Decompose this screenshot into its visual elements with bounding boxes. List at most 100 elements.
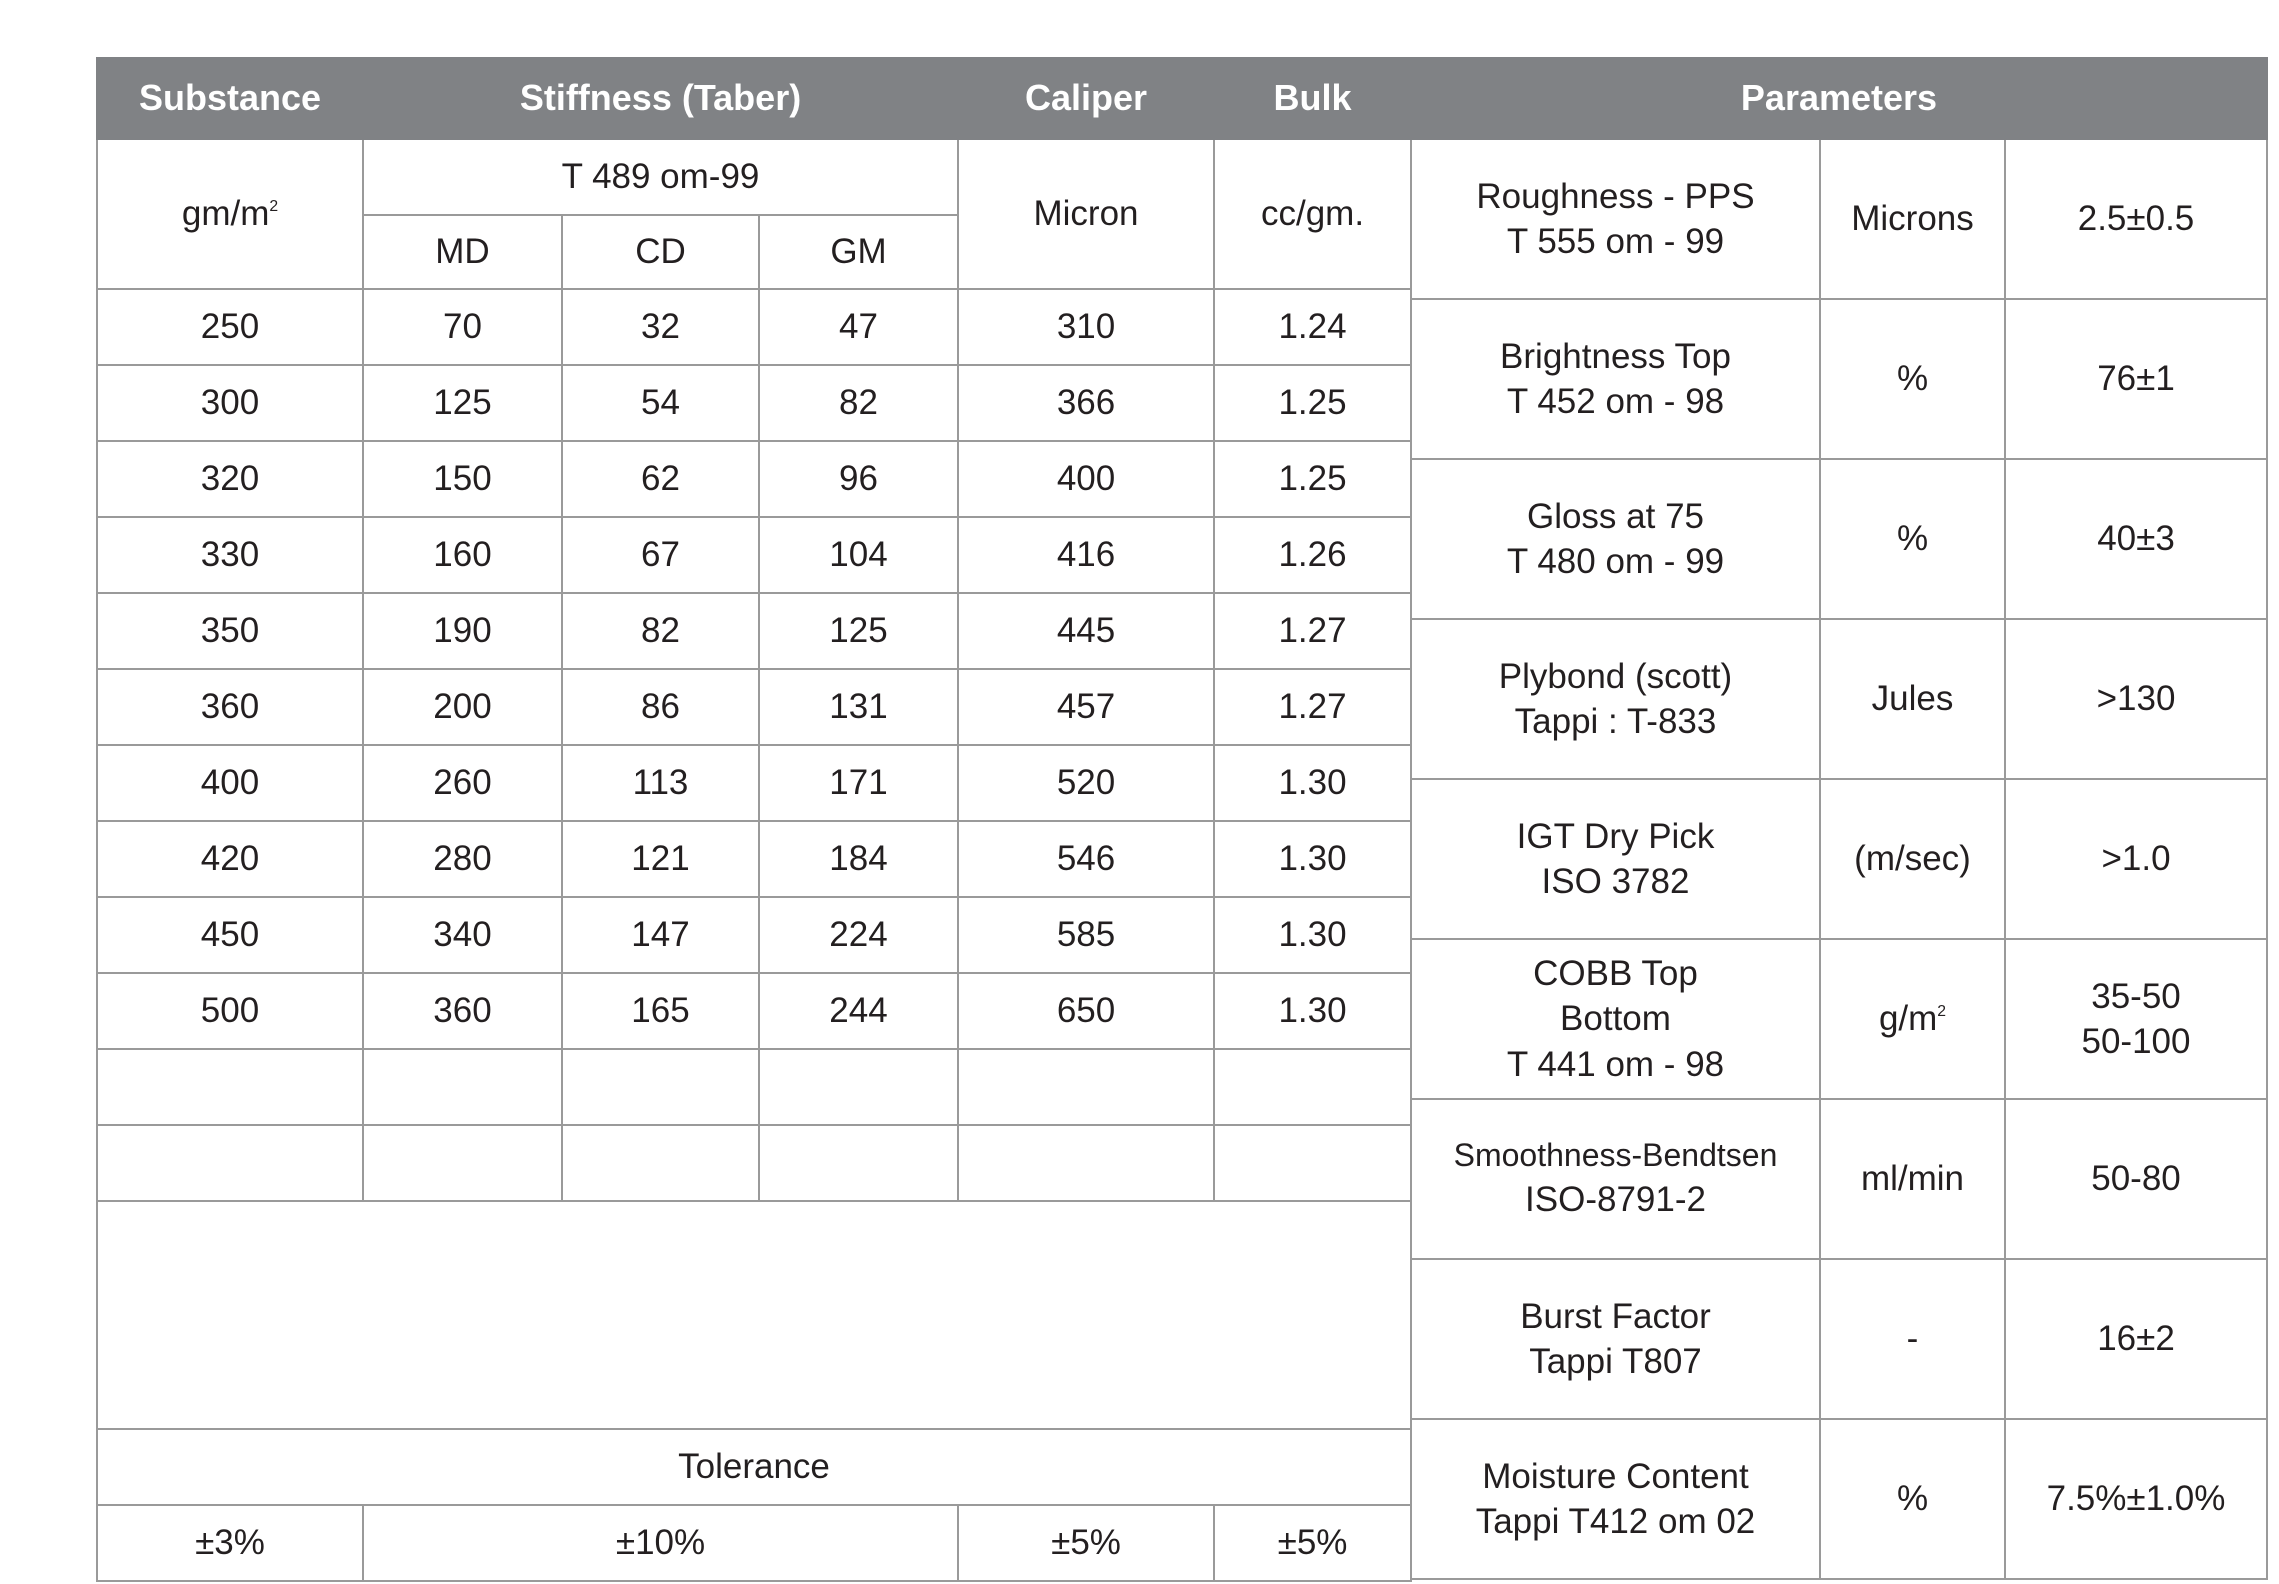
header-caliper: Caliper bbox=[957, 57, 1216, 140]
parameter-name-line: Tappi : T-833 bbox=[1514, 702, 1717, 741]
parameter-name-line: T 555 om - 99 bbox=[1506, 222, 1725, 261]
cell-bulk: 1.27 bbox=[1213, 668, 1413, 746]
cell-bulk: 1.30 bbox=[1213, 744, 1413, 822]
parameter-name-line: Smoothness-Bendtsen bbox=[1453, 1137, 1778, 1174]
parameter-value-line: 76±1 bbox=[2097, 359, 2175, 399]
parameter-value: 40±3 bbox=[2004, 458, 2268, 620]
cell-caliper: 457 bbox=[957, 668, 1216, 746]
parameter-value-line: 50-80 bbox=[2091, 1159, 2181, 1199]
direction-row: MD CD GM bbox=[97, 214, 1411, 290]
cell-gm bbox=[757, 1124, 960, 1202]
table-row: 500 360 165 244 650 1.30 bbox=[96, 972, 1413, 1050]
parameter-name-line: IGT Dry Pick bbox=[1516, 816, 1715, 856]
header-bulk: Bulk bbox=[1213, 57, 1413, 140]
parameter-unit: - bbox=[1819, 1258, 2006, 1420]
cell-substance: 350 bbox=[96, 592, 364, 670]
cell-md: 360 bbox=[362, 972, 563, 1050]
parameters-header-row: Parameters bbox=[1410, 57, 2268, 140]
parameter-unit: % bbox=[1819, 1418, 2006, 1580]
cell-gm: 184 bbox=[757, 820, 960, 898]
cell-md: 260 bbox=[362, 744, 563, 822]
substance-unit-text: gm/m bbox=[181, 194, 270, 234]
cell-caliper bbox=[957, 1124, 1216, 1202]
units-row: gm/m2 T 489 om-99 Micron cc/gm. bbox=[96, 138, 1413, 290]
table-row: 450 340 147 224 585 1.30 bbox=[96, 896, 1413, 974]
cell-md: 70 bbox=[362, 288, 563, 366]
parameter-unit-text: - bbox=[1906, 1319, 1919, 1359]
cell-substance bbox=[96, 1048, 364, 1126]
cell-gm: 82 bbox=[757, 364, 960, 442]
parameter-name-line: Moisture Content bbox=[1482, 1456, 1749, 1496]
cell-gm: 171 bbox=[757, 744, 960, 822]
cell-gm: 125 bbox=[757, 592, 960, 670]
parameter-value: 50-80 bbox=[2004, 1098, 2268, 1260]
cd-label: CD bbox=[561, 214, 760, 290]
parameter-unit-text: Jules bbox=[1871, 679, 1954, 719]
parameter-value-line: 2.5±0.5 bbox=[2077, 199, 2195, 239]
cell-caliper: 400 bbox=[957, 440, 1216, 518]
parameter-value-line: >1.0 bbox=[2101, 839, 2171, 879]
parameter-name: Brightness Top T 452 om - 98 bbox=[1410, 298, 1821, 460]
cell-bulk: 1.27 bbox=[1213, 592, 1413, 670]
cell-bulk: 1.30 bbox=[1213, 820, 1413, 898]
parameter-name: Smoothness-Bendtsen ISO-8791-2 bbox=[1410, 1098, 1821, 1260]
cell-cd: 32 bbox=[561, 288, 760, 366]
cell-cd: 165 bbox=[561, 972, 760, 1050]
cell-gm: 96 bbox=[757, 440, 960, 518]
parameter-name-line: T 441 om - 98 bbox=[1506, 1044, 1725, 1084]
tolerance-values-row: ±3% ±10% ±5% ±5% bbox=[96, 1504, 1413, 1582]
parameter-row: Plybond (scott) Tappi : T-833 Jules >130 bbox=[1410, 618, 2268, 780]
cell-cd: 86 bbox=[561, 668, 760, 746]
table-row bbox=[96, 1124, 1413, 1202]
parameter-unit: ml/min bbox=[1819, 1098, 2006, 1260]
md-label: MD bbox=[362, 214, 563, 290]
tolerance-stiffness: ±10% bbox=[361, 1504, 960, 1582]
parameter-name: COBB Top Bottom T 441 om - 98 bbox=[1410, 938, 1821, 1100]
cell-bulk: 1.24 bbox=[1213, 288, 1413, 366]
substance-unit-sup: 2 bbox=[269, 198, 279, 216]
parameter-unit: % bbox=[1819, 458, 2006, 620]
cell-substance: 400 bbox=[96, 744, 364, 822]
cell-caliper: 650 bbox=[957, 972, 1216, 1050]
cell-md: 150 bbox=[362, 440, 563, 518]
parameter-name-line: T 452 om - 98 bbox=[1506, 382, 1725, 421]
parameter-value: >130 bbox=[2004, 618, 2268, 780]
table-row: 330 160 67 104 416 1.26 bbox=[96, 516, 1413, 594]
parameter-name-line: Burst Factor bbox=[1520, 1296, 1711, 1336]
parameter-unit: g/m2 bbox=[1819, 938, 2006, 1100]
parameter-name-line: COBB Top bbox=[1533, 953, 1698, 993]
tolerance-caliper: ±5% bbox=[957, 1504, 1216, 1582]
stiffness-method: T 489 om-99 bbox=[361, 138, 960, 216]
cell-md: 280 bbox=[362, 820, 563, 898]
table-row: 300 125 54 82 366 1.25 bbox=[96, 364, 1413, 442]
cell-bulk: 1.25 bbox=[1213, 440, 1413, 518]
cell-caliper: 546 bbox=[957, 820, 1216, 898]
cell-gm: 244 bbox=[757, 972, 960, 1050]
parameter-row: COBB Top Bottom T 441 om - 98 g/m2 35-50 50-1… bbox=[1410, 938, 2268, 1100]
parameter-value-line: >130 bbox=[2096, 679, 2176, 719]
header-stiffness: Stiffness (Taber) bbox=[361, 57, 960, 140]
table-row: 250 70 32 47 310 1.24 bbox=[96, 288, 1413, 366]
cell-cd: 121 bbox=[561, 820, 760, 898]
parameter-unit-text: Microns bbox=[1851, 199, 1974, 239]
cell-bulk: 1.26 bbox=[1213, 516, 1413, 594]
cell-bulk bbox=[1213, 1048, 1413, 1126]
parameter-row: Roughness - PPS T 555 om - 99 Microns 2.5±0… bbox=[1410, 138, 2268, 300]
parameter-row: Smoothness-Bendtsen ISO-8791-2 ml/min 50-80 bbox=[1410, 1098, 2268, 1260]
substance-unit: gm/m2 bbox=[96, 138, 364, 290]
parameters-table: Parameters Roughness - PPS T 555 om - 99 M… bbox=[1410, 57, 2268, 1580]
cell-md: 125 bbox=[362, 364, 563, 442]
tolerance-bulk: ±5% bbox=[1213, 1504, 1413, 1582]
parameter-value: 76±1 bbox=[2004, 298, 2268, 460]
parameter-name-line: Plybond (scott) bbox=[1498, 656, 1733, 696]
parameter-name: Plybond (scott) Tappi : T-833 bbox=[1410, 618, 1821, 780]
stiffness-table: Substance Stiffness (Taber) Caliper Bulk… bbox=[95, 57, 1413, 1582]
parameter-row: Moisture Content Tappi T412 om 02% 7.5%±1.… bbox=[1410, 1418, 2268, 1580]
parameter-row: Burst Factor Tappi T807 - 16±2 bbox=[1410, 1258, 2268, 1420]
bulk-unit: cc/gm. bbox=[1213, 138, 1413, 290]
cell-cd: 147 bbox=[561, 896, 760, 974]
parameter-unit-text: % bbox=[1896, 519, 1929, 559]
cell-caliper bbox=[957, 1048, 1216, 1126]
table-row: 400 260 113 171 520 1.30 bbox=[96, 744, 1413, 822]
table-row: 420 280 121 184 546 1.30 bbox=[96, 820, 1413, 898]
